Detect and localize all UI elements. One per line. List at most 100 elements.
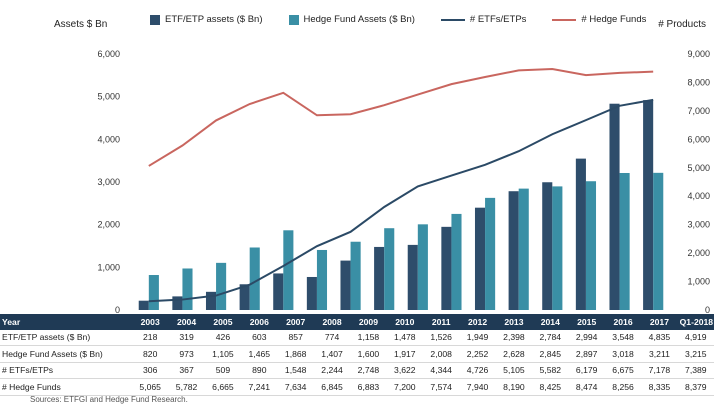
table-cell: 8,425 xyxy=(539,381,562,392)
bar-hedge-assets xyxy=(417,224,428,310)
table-cell: 6,675 xyxy=(612,365,634,376)
bar-hedge-assets xyxy=(451,213,462,310)
table-cell: 306 xyxy=(143,365,158,376)
table-cell: 3,018 xyxy=(612,348,634,359)
table-header-cell: 2003 xyxy=(132,314,169,330)
y-left-tick-label: 0 xyxy=(115,305,120,314)
table-cell: 7,241 xyxy=(248,381,271,392)
table-cell: 5,105 xyxy=(503,365,525,376)
y-right-tick-label: 5,000 xyxy=(687,163,710,173)
y-left-tick-label: 6,000 xyxy=(97,49,120,59)
bar-etf-assets xyxy=(138,300,149,310)
y-left-tick-label: 2,000 xyxy=(97,220,120,230)
chart-canvas: 0 1,000 2,000 3,000 4,000 5,000 6,000 0 1,000 2,0… xyxy=(97,49,710,314)
table-cell: 2,845 xyxy=(539,348,562,359)
table-cell: 2,398 xyxy=(503,332,525,343)
table-header-cell: 2012 xyxy=(459,314,496,330)
bar-hedge-assets xyxy=(249,247,260,310)
table-cell: 4,726 xyxy=(466,365,489,376)
table-header-cell: Q1-2018 xyxy=(677,314,714,330)
y-left-tick-label: 5,000 xyxy=(97,92,120,102)
table-cell: 8,256 xyxy=(612,381,634,392)
y-right-tick-label: 4,000 xyxy=(687,191,710,201)
line-etf-count xyxy=(148,98,654,303)
bar-hedge-assets xyxy=(653,172,664,310)
table-cell: 7,574 xyxy=(430,381,452,392)
table-cell: 890 xyxy=(252,365,267,376)
legend-label-etf-assets: ETF/ETP assets ($ Bn) xyxy=(165,14,263,25)
source-note: Sources: ETFGI and Hedge Fund Research. xyxy=(30,395,188,404)
table-header-cell: 2013 xyxy=(495,314,533,330)
legend-swatch-hedge-count xyxy=(552,18,577,21)
table-cell: 2,748 xyxy=(357,365,380,376)
table-header-cell: 2017 xyxy=(641,314,678,330)
y-right-tick-label: 8,000 xyxy=(687,77,710,87)
bar-hedge-assets xyxy=(485,197,496,310)
y-axis-right-title: # Products xyxy=(658,19,706,30)
table-cell: 319 xyxy=(179,332,194,343)
table-cell: 2,008 xyxy=(430,348,452,359)
table-cell: 4,919 xyxy=(685,332,707,343)
table-cell: 603 xyxy=(252,332,267,343)
table-cell: 2,628 xyxy=(503,348,525,359)
bar-etf-assets xyxy=(340,260,351,310)
table-cell: 857 xyxy=(288,332,303,343)
table-cell: 6,845 xyxy=(321,381,343,392)
table-cell: 6,883 xyxy=(357,381,380,392)
chart-legend: ETF/ETP assets ($ Bn) Hedge Fund Assets … xyxy=(150,14,672,25)
table-cell: 5,782 xyxy=(175,381,198,392)
table-cell: 1,407 xyxy=(321,348,343,359)
table-cell: 3,211 xyxy=(649,348,670,359)
table-cell: 8,474 xyxy=(575,381,598,392)
legend-item-etf-assets: ETF/ETP assets ($ Bn) xyxy=(150,14,263,25)
line-hedge-count xyxy=(148,67,654,167)
table-header-cell: 2004 xyxy=(168,314,205,330)
table-cell: 4,344 xyxy=(430,365,452,376)
bar-etf-assets xyxy=(306,276,317,310)
table-cell: 5,065 xyxy=(139,381,161,392)
legend-swatch-etf-count xyxy=(440,18,465,21)
table-cell: 1,105 xyxy=(212,348,234,359)
table-header-cell: 2005 xyxy=(204,314,242,330)
legend-item-hedge-assets: Hedge Fund Assets ($ Bn) xyxy=(288,14,415,25)
table-header-cell: 2010 xyxy=(386,314,423,330)
bar-hedge-assets xyxy=(518,188,529,310)
table-row-label: # Hedge Funds xyxy=(2,381,61,392)
table-cell: 1,548 xyxy=(284,365,307,376)
table-header-cell: 2008 xyxy=(313,314,351,330)
table-cell: 2,994 xyxy=(575,332,598,343)
table-header-cell: 2014 xyxy=(532,314,569,330)
bar-etf-assets xyxy=(508,191,519,310)
legend-label-etf-count: # ETFs/ETPs xyxy=(469,14,527,25)
bar-hedge-assets xyxy=(585,181,597,310)
table-header-year: Year xyxy=(0,314,132,330)
legend-swatch-etf-assets xyxy=(150,14,160,25)
table-cell: 1,478 xyxy=(394,332,416,343)
table-body: ETF/ETP assets ($ Bn) 218 319 426 603 857 774 1… xyxy=(0,330,714,395)
table-cell: 1,949 xyxy=(466,332,489,343)
table-row-label: ETF/ETP assets ($ Bn) xyxy=(2,332,91,343)
bar-etf-assets xyxy=(542,182,553,310)
legend-label-hedge-assets: Hedge Fund Assets ($ Bn) xyxy=(303,14,415,25)
legend-item-hedge-count: # Hedge Funds xyxy=(552,14,646,25)
legend-label-hedge-count: # Hedge Funds xyxy=(581,14,647,25)
bar-etf-assets xyxy=(374,246,385,310)
table-cell: 1,600 xyxy=(357,348,380,359)
table-cell: 3,548 xyxy=(612,332,634,343)
table-row: Hedge Fund Assets ($ Bn) 820 973 1,105 1,465… xyxy=(0,346,714,362)
bar-etf-assets xyxy=(273,273,284,310)
table-row: # Hedge Funds 5,065 5,782 6,665 7,241 7,634 6,… xyxy=(0,379,714,395)
table-cell: 218 xyxy=(143,332,158,343)
table-header-cell: 2007 xyxy=(277,314,314,330)
table-header-row: Year 2003 2004 2005 2006 2007 2008 2009 2010 201… xyxy=(0,314,714,330)
table-cell: 3,215 xyxy=(685,348,707,359)
bar-hedge-assets xyxy=(552,186,563,310)
table-cell: 6,665 xyxy=(212,381,234,392)
data-table: Year 2003 2004 2005 2006 2007 2008 2009 2010 201… xyxy=(0,314,714,396)
bar-etf-assets xyxy=(609,103,620,310)
table-row-label: Hedge Fund Assets ($ Bn) xyxy=(2,348,103,359)
table-cell: 820 xyxy=(143,348,158,359)
table-cell: 426 xyxy=(215,332,231,343)
bar-etf-assets xyxy=(172,296,183,310)
table-cell: 8,335 xyxy=(648,381,671,392)
